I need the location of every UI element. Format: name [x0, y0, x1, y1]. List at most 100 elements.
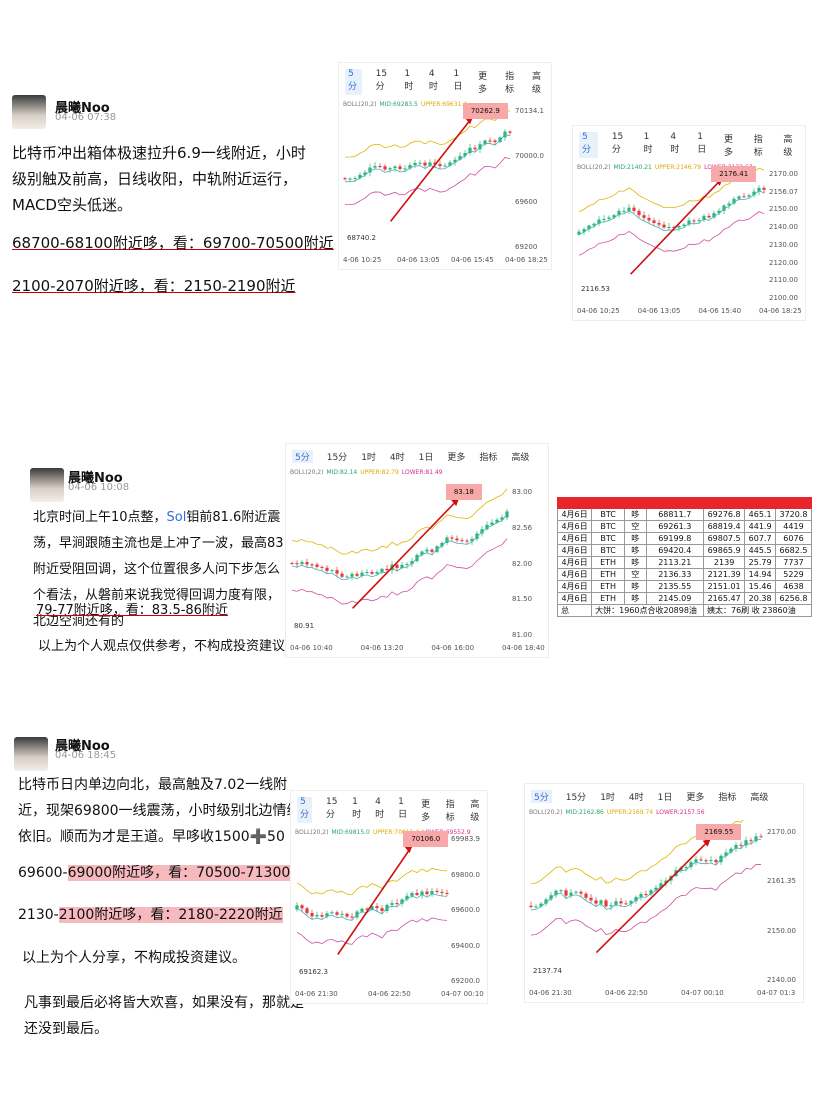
chart-tab[interactable]: 1时: [643, 132, 653, 155]
chart-tab[interactable]: 15分: [565, 793, 587, 803]
candle: [624, 903, 628, 905]
candle: [335, 912, 339, 915]
chart-tab[interactable]: 高级: [511, 453, 530, 463]
candle: [544, 899, 548, 904]
chart-tab[interactable]: 5分: [345, 69, 362, 95]
high-label: 83.18: [445, 484, 482, 500]
x-tick-label: 04-06 18:40: [502, 644, 545, 652]
chart-tab[interactable]: 1日: [418, 453, 434, 463]
post-line: 79-77附近哆，看：83.5-86附近: [36, 598, 436, 624]
candle: [754, 836, 758, 842]
candle: [582, 229, 586, 232]
candle: [295, 905, 299, 910]
low-label: 68740.2: [347, 234, 376, 242]
chart-tab[interactable]: 指标: [445, 800, 455, 823]
candle: [592, 223, 596, 226]
chart-tab[interactable]: 更多: [421, 800, 431, 823]
band: [296, 893, 448, 921]
x-tick-label: 04-06 10:25: [577, 307, 620, 315]
chart-tab[interactable]: 5分: [292, 450, 313, 463]
chart-tab[interactable]: 4时: [428, 69, 438, 92]
table-cell: 6076: [774, 532, 813, 545]
chart-tab[interactable]: 指标: [479, 453, 498, 463]
chart-tab[interactable]: 15分: [326, 797, 338, 820]
y-tick-label: 82.56: [512, 523, 533, 532]
table-cell: 20.38: [744, 592, 776, 605]
chart-tab[interactable]: 高级: [470, 800, 480, 823]
chart-panel: 5分 15分 1时 4时 1日 更多 指标 高级 BOLL(20,2) MID:69283.5 UP…: [338, 62, 552, 270]
table-cell: 15.46: [744, 580, 776, 593]
chart-tab[interactable]: 高级: [532, 72, 542, 95]
candle: [498, 137, 502, 143]
candle: [400, 899, 404, 904]
candle: [335, 570, 339, 574]
chart-tab[interactable]: 更多: [724, 135, 734, 158]
y-tick-label: 2120.00: [769, 258, 798, 267]
author: 晨曦Noo: [68, 471, 123, 486]
chart-tabs: 5分 15分 1时 4时 1日 更多 指标 高级: [291, 791, 487, 829]
line-text: 79-77附近哆，看：83.5-86附近: [36, 603, 228, 618]
x-tick-label: 04-06 16:00: [431, 644, 475, 652]
candle: [363, 172, 367, 175]
candle: [305, 562, 309, 565]
table-footer: 总大饼：1960点合收20898油 姨太：76刷 收 23860油: [556, 604, 812, 617]
chart-tab[interactable]: 5分: [297, 797, 312, 823]
chart-tab[interactable]: 高级: [783, 135, 793, 158]
band: [291, 538, 508, 605]
chart-tab[interactable]: 1日: [453, 69, 463, 92]
chart-tab[interactable]: 1日: [398, 797, 408, 820]
chart-tab[interactable]: 1日: [697, 132, 707, 155]
candle: [410, 561, 414, 565]
post-line: 以上为个人分享，不构成投资建议。: [22, 945, 422, 971]
chart-tab[interactable]: 5分: [531, 790, 552, 803]
candle: [425, 549, 429, 552]
chart-tab[interactable]: 指标: [505, 72, 515, 95]
y-tick-label: 2156.07: [769, 187, 798, 196]
arrow: [337, 844, 414, 955]
header-cell: [744, 497, 776, 509]
chart-tab[interactable]: 高级: [750, 793, 769, 803]
chart-tab[interactable]: 15分: [326, 453, 348, 463]
chart-tab[interactable]: 4时: [389, 453, 405, 463]
chart-tab[interactable]: 指标: [718, 793, 737, 803]
line-seg: 69600-: [18, 865, 68, 881]
chart-tab[interactable]: 更多: [478, 72, 488, 95]
chart-tab[interactable]: 1日: [657, 793, 673, 803]
candle: [450, 537, 454, 539]
chart-tab[interactable]: 1时: [600, 793, 615, 803]
candle: [423, 162, 427, 166]
chart-tab[interactable]: 5分: [579, 132, 598, 158]
chart-tab[interactable]: 指标: [753, 135, 763, 158]
chart-tab[interactable]: 1时: [352, 797, 362, 820]
chart-tab[interactable]: 15分: [375, 69, 388, 92]
chart-tab[interactable]: 4时: [628, 793, 644, 803]
chart-tab[interactable]: 1时: [361, 453, 376, 463]
candle: [480, 529, 484, 534]
chart-tab[interactable]: 4时: [375, 797, 385, 820]
chart-tab[interactable]: 1时: [404, 69, 414, 92]
x-tick-label: 04-06 15:40: [698, 307, 742, 315]
table-cell: 68811.7: [645, 508, 705, 521]
table-cell: 2121.39: [702, 568, 746, 581]
table-row: 4月6日 ETH 哆 2135.55 2151.01 15.46 4638: [556, 580, 813, 593]
candle: [330, 570, 334, 572]
chart-plot: [343, 109, 512, 222]
chart-tab[interactable]: 更多: [447, 453, 466, 463]
x-tick-label: 04-06 18:25: [505, 256, 548, 264]
chart-tab[interactable]: 更多: [686, 793, 705, 803]
header-cell: [556, 497, 593, 509]
indicator: BOLL(20,2) MID:82.14 UPPER:82.79 LOWER:81.4…: [286, 469, 548, 476]
candle: [295, 563, 299, 565]
candle: [365, 908, 369, 910]
candle: [435, 890, 439, 892]
chart-tab[interactable]: 15分: [611, 132, 624, 155]
y-tick-label: 70000.0: [515, 152, 544, 161]
table-cell: 2139: [702, 556, 746, 569]
indicator-part: MID:82.14: [326, 469, 358, 476]
candle: [378, 166, 382, 168]
chart-tab[interactable]: 4时: [670, 132, 680, 155]
table-cell: 6682.5: [774, 544, 813, 557]
candle: [290, 563, 294, 565]
indicator-part: BOLL(20,2): [290, 469, 324, 476]
header-cell: [591, 497, 626, 509]
